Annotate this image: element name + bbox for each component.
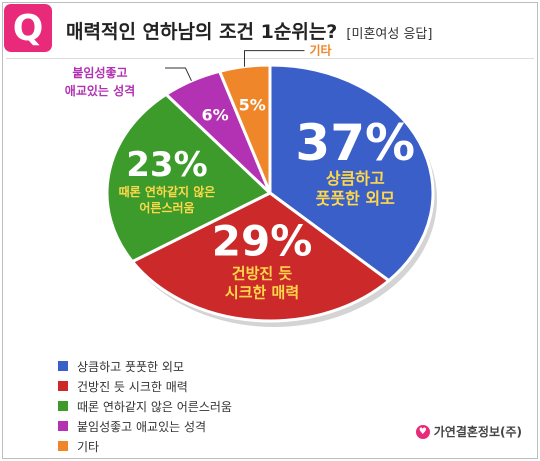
legend-swatch [58,361,68,371]
question-badge: Q [4,4,52,52]
pie-slice [268,63,435,283]
slice-name-label: 시크한 매력 [225,283,299,301]
pie-slice [130,191,392,323]
legend-item: 붙임성좋고 애교있는 성격 [58,418,232,434]
legend-label: 때론 연하같지 않은 어른스러움 [77,399,232,414]
couple-icon: ♥ [415,424,430,439]
slice-value-label: 29% [212,216,313,265]
legend-swatch [58,381,68,391]
slice-name-label: 어른스러움 [139,200,194,215]
chart-subtitle: [미혼여성 응답] [346,27,433,42]
slice-value-label: 23% [126,145,207,185]
legend-item: 때론 연하같지 않은 어른스러움 [58,398,232,414]
chart-title: 매력적인 연하남의 조건 1순위는? [66,21,338,43]
legend-swatch [58,421,68,431]
slice-value-label: 6% [201,105,228,124]
question-badge-label: Q [12,7,44,49]
legend-item: 상큼하고 풋풋한 외모 [58,358,232,374]
slice-value-label: 5% [239,96,266,115]
slice-name-label: 애교있는 성격 [65,83,135,98]
source-credit: ♥ 가연결혼정보(주) [415,423,522,440]
pie-slice [217,63,272,194]
slice-value-label: 37% [295,114,415,172]
legend-swatch [58,401,68,411]
legend-item: 건방진 듯 시크한 매력 [58,378,232,394]
legend-label: 건방진 듯 시크한 매력 [77,379,188,394]
slice-name-label: 기타 [309,43,331,58]
source-text: 가연결혼정보(주) [433,425,522,439]
legend-item: 기타 [58,438,232,454]
header-divider [6,58,534,59]
legend-label: 붙임성좋고 애교있는 성격 [77,419,207,434]
slice-name-label: 때론 연하같지 않은 [119,184,216,199]
slice-name-label: 풋풋한 외모 [316,189,395,208]
legend-swatch [58,441,68,451]
pie-slice [105,92,273,264]
legend-label: 기타 [77,439,100,454]
leader-line [165,67,192,82]
chart-header: 매력적인 연하남의 조건 1순위는? [미혼여성 응답] [66,17,432,44]
slice-name-label: 건방진 듯 [232,264,293,282]
slice-name-label: 붙임성좋고 [72,65,127,80]
slice-name-label: 상큼하고 [326,169,385,188]
legend-label: 상큼하고 풋풋한 외모 [77,359,184,374]
leader-line [244,50,305,67]
